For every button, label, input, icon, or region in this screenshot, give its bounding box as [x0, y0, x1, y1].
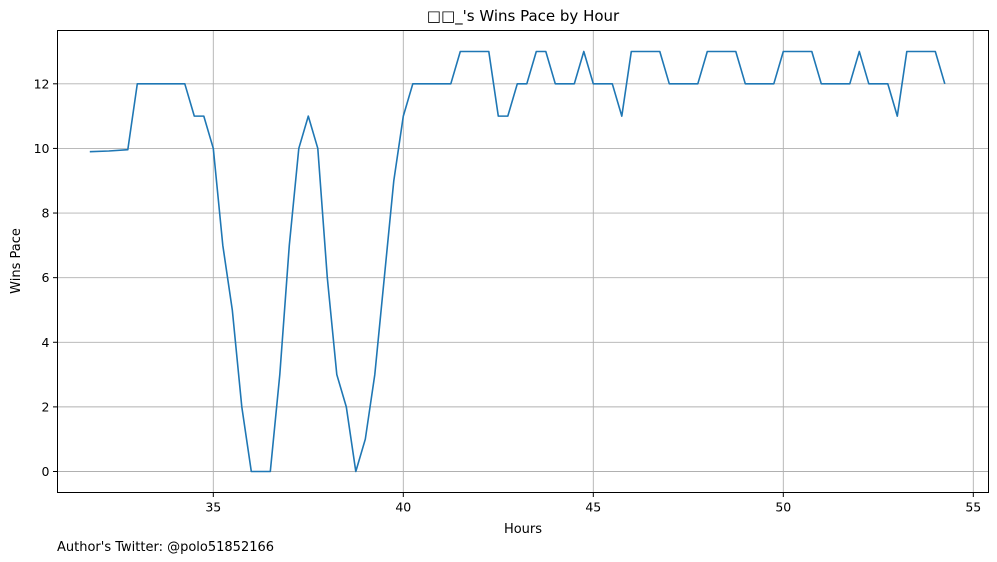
x-tick-label: 45 — [585, 500, 601, 515]
x-tick-label: 50 — [775, 500, 791, 515]
y-tick-label: 2 — [42, 399, 50, 414]
x-tick-label: 35 — [205, 500, 221, 515]
y-tick-label: 8 — [42, 206, 50, 221]
x-tick-label: 55 — [965, 500, 981, 515]
y-tick-label: 12 — [34, 76, 50, 91]
chart-title: □□_'s Wins Pace by Hour — [427, 7, 620, 26]
x-axis-title: Hours — [504, 522, 542, 537]
author-footnote: Author's Twitter: @polo51852166 — [57, 540, 274, 555]
y-tick-label: 6 — [42, 270, 50, 285]
y-tick-label: 10 — [34, 141, 50, 156]
y-axis: 0 2 4 6 8 10 12 — [34, 76, 58, 479]
series-line — [89, 50, 946, 473]
x-tick-label: 40 — [395, 500, 411, 515]
plot-frame — [57, 30, 989, 493]
x-axis: 35 40 45 50 55 — [205, 492, 981, 515]
y-tick-label: 4 — [42, 335, 50, 350]
y-axis-title: Wins Pace — [9, 228, 24, 294]
grid-lines — [57, 30, 989, 493]
y-tick-label: 0 — [42, 464, 50, 479]
